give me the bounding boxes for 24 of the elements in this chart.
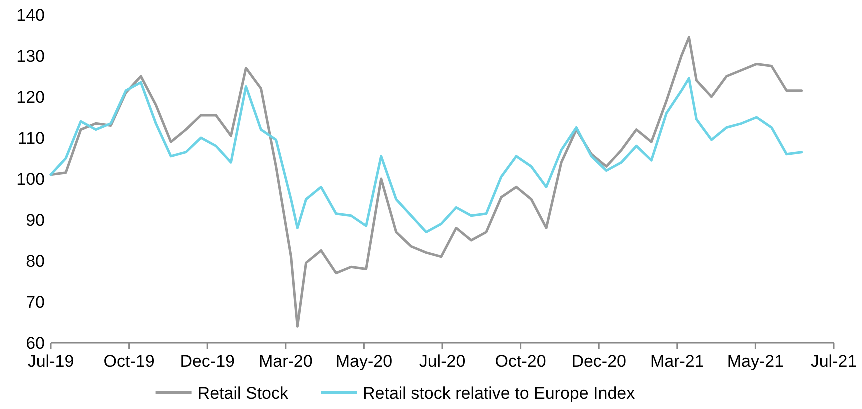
x-tick-label: Jul-19	[28, 352, 74, 371]
line-series	[50, 77, 804, 234]
x-tick-label: Jul-21	[810, 352, 858, 371]
x-tick-label: Jul-20	[419, 352, 466, 371]
y-tick-label: 60	[26, 334, 45, 353]
y-tick-label: 110	[18, 128, 45, 148]
y-tick-label: 80	[26, 252, 45, 271]
x-tick-label: Oct-19	[104, 352, 155, 371]
y-tick-label: 140	[16, 6, 45, 25]
x-tick-label: May-21	[727, 352, 784, 371]
y-tick-label: 100	[16, 170, 45, 189]
x-tick-label: Dec-20	[572, 352, 627, 371]
legend-label: Retail Stock	[198, 384, 290, 403]
legend-label: Retail stock relative to Europe Index	[363, 384, 636, 403]
x-tick-label: Mar-20	[258, 352, 313, 371]
y-tick-label: 120	[16, 88, 45, 107]
x-tick-label: Dec-19	[180, 352, 236, 371]
y-tick-label: 70	[26, 292, 45, 312]
y-tick-label: 90	[26, 210, 45, 230]
x-tick-label: Mar-21	[650, 352, 704, 371]
x-tick-label: May-20	[336, 352, 393, 371]
line-series	[50, 36, 804, 328]
x-tick-label: Oct-20	[495, 352, 546, 371]
y-tick-label: 130	[16, 46, 45, 66]
